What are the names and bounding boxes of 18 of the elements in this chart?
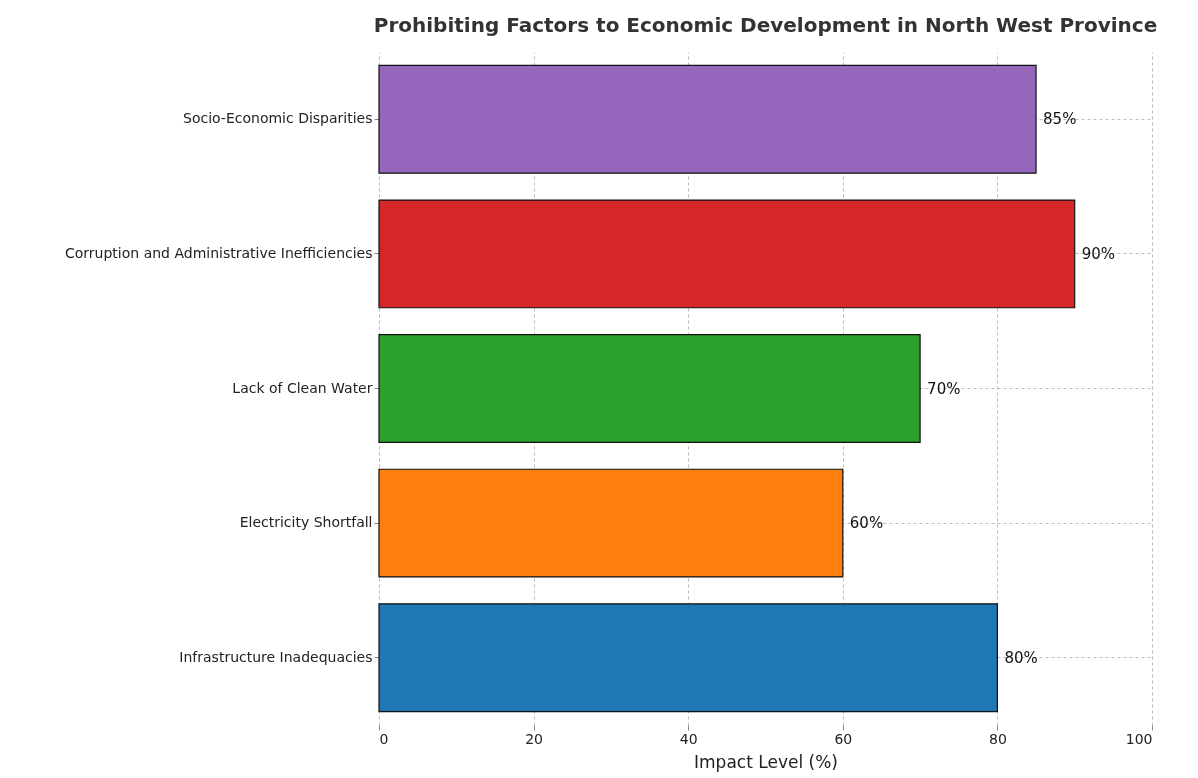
y-tick-label: Corruption and Administrative Inefficiencies bbox=[65, 244, 373, 261]
x-tick-label: 80 bbox=[988, 730, 1007, 747]
y-tick-label: Lack of Clean Water bbox=[232, 379, 373, 396]
data-label: 90% bbox=[1081, 244, 1116, 263]
x-axis-title: Impact Level (%) bbox=[694, 751, 838, 772]
data-label: 80% bbox=[1004, 648, 1038, 667]
data-label: 60% bbox=[849, 514, 884, 533]
x-tick-label: 100 bbox=[1125, 730, 1153, 747]
x-tick-label: 40 bbox=[679, 730, 698, 747]
data-label: 85% bbox=[1043, 110, 1077, 129]
x-tick-label: 0 bbox=[379, 730, 389, 747]
y-tick-label: Electricity Shortfall bbox=[239, 514, 373, 531]
y-tick-label: Socio-Economic Disparities bbox=[183, 110, 373, 127]
x-tick-label: 20 bbox=[525, 730, 544, 747]
y-tick-label: Infrastructure Inadequacies bbox=[179, 648, 373, 665]
data-label: 70% bbox=[927, 379, 961, 398]
chart-title: Prohibiting Factors to Economic Development in North West Province bbox=[373, 13, 1158, 37]
x-tick-label: 60 bbox=[834, 730, 853, 747]
